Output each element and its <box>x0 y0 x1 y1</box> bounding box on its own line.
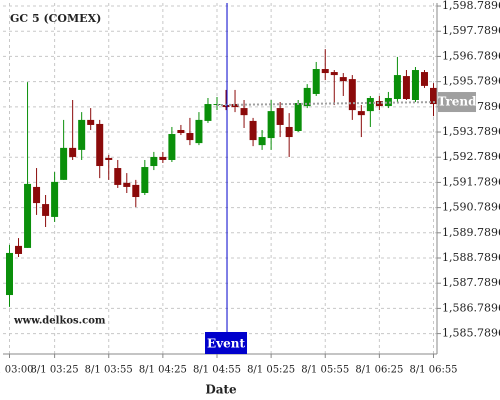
candle-body <box>159 156 167 160</box>
x-tick-label: 8/1 05:25 <box>247 365 295 376</box>
candle-body <box>411 70 419 101</box>
y-tick-label: 1,589.7896 <box>442 226 500 239</box>
candle-body <box>114 168 122 185</box>
y-tick-label: 1,597.7896 <box>442 24 500 37</box>
candle-body <box>51 181 59 217</box>
candle-body <box>24 183 32 248</box>
candle-body <box>105 157 113 160</box>
x-tick-label: 8/1 06:55 <box>409 365 457 376</box>
event-label: Event <box>207 337 245 351</box>
candle-body <box>384 97 392 107</box>
candle-body <box>96 123 104 167</box>
y-tick-label: 1,592.7896 <box>442 150 500 163</box>
candle-body <box>249 120 257 141</box>
candle-body <box>393 75 401 100</box>
candle-body <box>33 186 41 204</box>
candle-body <box>168 134 176 160</box>
marks <box>6 49 437 307</box>
trend-label-box <box>438 92 476 113</box>
candle-body <box>267 111 275 139</box>
candle-body <box>69 147 77 157</box>
candle-body <box>430 87 437 105</box>
x-axis-title: Date <box>205 383 237 397</box>
trend-line <box>216 101 438 107</box>
candle-body <box>303 87 311 107</box>
candle-body <box>276 108 284 125</box>
x-tick-label: 8/1 05:55 <box>301 365 349 376</box>
y-tick-label: 1,593.7896 <box>442 125 500 138</box>
y-tick-label: 1,585.7896 <box>442 327 500 340</box>
candle-body <box>294 103 302 132</box>
y-tick-label: 1,596.7896 <box>442 49 500 62</box>
candle-body <box>222 105 230 108</box>
candle-body <box>87 119 95 125</box>
candle-body <box>123 182 131 187</box>
candle-body <box>339 77 347 82</box>
candle-body <box>330 72 338 76</box>
candle-body <box>348 79 356 111</box>
x-tick-label: 8/1 04:25 <box>139 365 187 376</box>
x-tick-label: 8/1 03:25 <box>31 365 79 376</box>
x-tick-label: 8/1 03:00 <box>0 365 34 376</box>
candle-body <box>258 137 266 146</box>
candle-body <box>15 245 23 254</box>
candle-body <box>141 167 149 193</box>
candle-body <box>150 156 158 167</box>
grid <box>3 3 437 354</box>
candle-body <box>375 101 383 107</box>
y-tick-label: 1,595.7896 <box>442 75 500 88</box>
candle-body <box>177 129 185 134</box>
y-tick-label: 1,588.7896 <box>442 251 500 264</box>
candle-body <box>321 69 329 74</box>
y-tick-label: 1,586.7896 <box>442 301 500 314</box>
event-label-box <box>205 332 248 354</box>
candle-body <box>60 147 68 180</box>
candle-body <box>357 111 365 116</box>
y-tick-label: 1,590.7896 <box>442 201 500 214</box>
candle-body <box>204 104 212 121</box>
x-tick-label: 8/1 06:25 <box>355 365 403 376</box>
y-tick-label: 1,598.7896 <box>442 0 500 12</box>
candle-body <box>402 76 410 100</box>
x-tick-label: 8/1 04:55 <box>193 365 241 376</box>
candle-body <box>42 204 50 216</box>
candle-body <box>240 108 248 116</box>
x-tick-label: 8/1 03:55 <box>85 365 133 376</box>
chart-title: GC 5 (COMEX) <box>10 12 101 25</box>
candle-body <box>285 126 293 138</box>
candle-body <box>312 69 320 94</box>
candle-body <box>78 119 86 150</box>
watermark: www.delkos.com <box>13 316 106 327</box>
candle-body <box>420 72 428 86</box>
y-tick-label: 1,587.7896 <box>442 276 500 289</box>
candle-body <box>231 104 239 108</box>
candle-body <box>366 97 374 112</box>
candle-body <box>195 119 203 144</box>
y-tick-label: 1,591.7896 <box>442 175 500 188</box>
candle-body <box>132 184 140 198</box>
candle-body <box>186 133 194 141</box>
candle-body <box>6 252 13 296</box>
trend-label: Trend <box>437 95 477 109</box>
